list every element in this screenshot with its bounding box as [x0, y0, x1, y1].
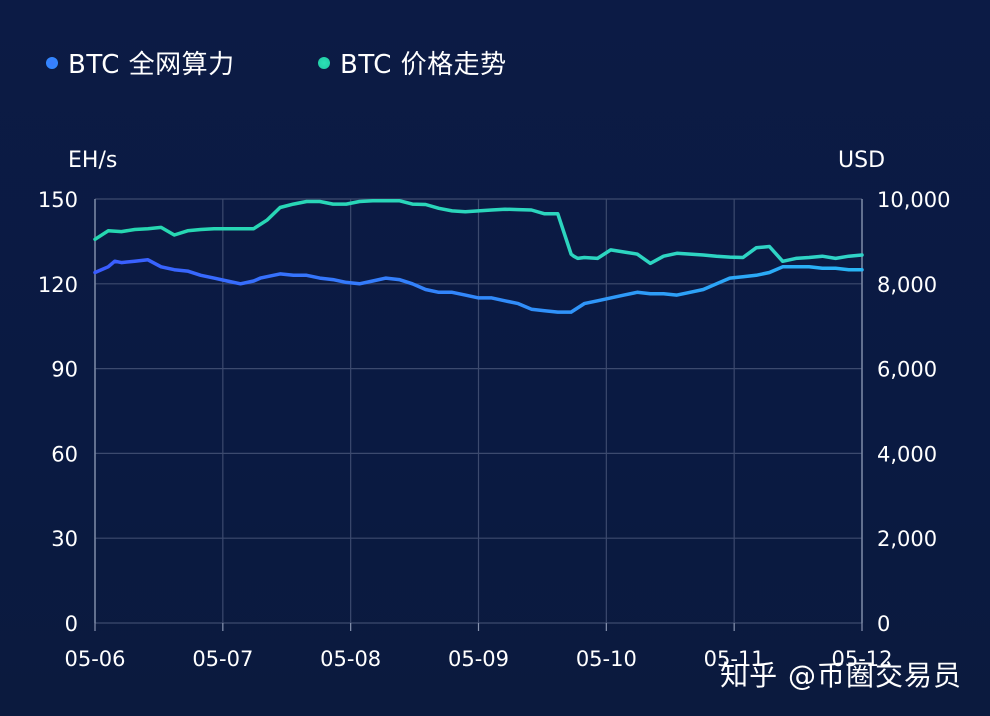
legend-item-price[interactable]: BTC 价格走势 [318, 44, 507, 81]
legend-label-hashrate: BTC 全网算力 [68, 50, 235, 80]
right-tick-label: 6,000 [877, 358, 937, 382]
grid [94, 198, 863, 631]
price-line [93, 198, 864, 266]
left-tick-label: 120 [38, 273, 78, 297]
right-tick-label: 10,000 [877, 188, 950, 212]
legend-dot-price-icon [318, 56, 330, 69]
x-tick-label: 05-12 [831, 647, 892, 671]
legend-label-price: BTC 价格走势 [340, 50, 507, 80]
x-tick-label: 05-10 [576, 647, 637, 671]
right-tick-label: 8,000 [877, 273, 937, 297]
left-tick-label: 0 [65, 612, 78, 636]
left-tick-label: 90 [51, 358, 78, 382]
axis-ticks: 0 0 30 2,000 60 4,000 90 6,000 120 8,000 150 10,000… [38, 188, 951, 671]
legend-dot-hashrate-icon [46, 56, 58, 69]
x-tick-label: 05-07 [192, 647, 253, 671]
left-axis-unit: EH/s [68, 148, 118, 173]
right-tick-label: 2,000 [877, 527, 937, 551]
right-tick-label: 4,000 [877, 442, 937, 466]
right-tick-label: 0 [877, 612, 890, 636]
left-tick-label: 60 [51, 442, 78, 466]
x-tick-label: 05-09 [448, 647, 509, 671]
left-tick-label: 30 [51, 527, 78, 551]
x-tick-label: 05-11 [704, 647, 765, 671]
x-tick-label: 05-06 [64, 647, 125, 671]
hashrate-line [93, 258, 864, 314]
right-axis-unit: USD [838, 148, 886, 173]
legend-item-hashrate[interactable]: BTC 全网算力 [46, 44, 235, 81]
left-tick-label: 150 [38, 188, 78, 212]
watermark: 知乎 @币圈交易员 [720, 659, 962, 692]
x-tick-label: 05-08 [320, 647, 381, 671]
series-lines [93, 198, 864, 314]
